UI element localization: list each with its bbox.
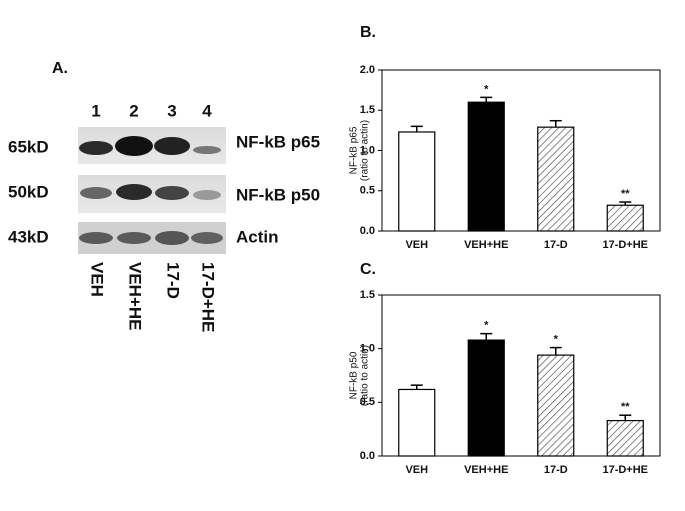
y-axis-sublabel: (ratio to actin) — [360, 345, 371, 406]
lane-number: 4 — [202, 101, 212, 120]
y-axis-label: NF-kB p65 — [349, 126, 360, 174]
x-tick-label: 17-D+HE — [602, 239, 648, 251]
y-tick-label: 0.5 — [360, 185, 375, 197]
significance: ** — [621, 401, 630, 413]
bar — [537, 126, 575, 232]
protein-label: NF-kB p65 — [236, 132, 320, 151]
significance: * — [554, 333, 559, 345]
condition-label: VEH — [88, 262, 107, 297]
protein-label: NF-kB p50 — [236, 185, 320, 204]
y-axis-sublabel: (ratio to actin) — [360, 120, 371, 181]
panel-label: B. — [360, 24, 376, 41]
blot — [78, 127, 226, 254]
lane-number: 2 — [129, 101, 138, 120]
significance: * — [484, 83, 489, 95]
x-tick-label: VEH — [405, 239, 428, 251]
bar — [398, 131, 436, 232]
y-axis-label: NF-kB p50 — [349, 351, 360, 399]
y-tick-label: 1.0 — [360, 144, 375, 156]
y-tick-label: 0.0 — [360, 225, 375, 237]
y-tick-label: 0.5 — [360, 396, 375, 408]
significance: ** — [621, 188, 630, 200]
y-tick-label: 1.0 — [360, 343, 375, 355]
size-label: 50kD — [8, 182, 49, 201]
y-tick-label: 1.5 — [360, 104, 375, 116]
x-tick-label: 17-D — [544, 239, 568, 251]
x-tick-label: 17-D+HE — [602, 464, 648, 476]
y-tick-label: 2.0 — [360, 64, 375, 76]
x-tick-label: VEH+HE — [464, 464, 508, 476]
panel-label: A. — [52, 60, 68, 77]
bar — [467, 101, 505, 232]
protein-label: Actin — [236, 227, 279, 246]
significance: * — [484, 320, 489, 332]
y-tick-label: 1.5 — [360, 289, 375, 301]
lane-number: 3 — [167, 101, 176, 120]
x-tick-label: 17-D — [544, 464, 568, 476]
x-tick-label: VEH — [405, 464, 428, 476]
bar — [467, 339, 505, 457]
size-label: 43kD — [8, 227, 49, 246]
lane-number: 1 — [91, 101, 100, 120]
bar — [606, 204, 644, 232]
bar — [537, 354, 575, 457]
y-tick-label: 0.0 — [360, 450, 375, 462]
condition-label: VEH+HE — [126, 262, 145, 331]
condition-label: 17-D — [164, 262, 183, 299]
plot-frame — [381, 294, 661, 457]
size-label: 65kD — [8, 137, 49, 156]
bar — [398, 388, 436, 457]
condition-label: 17-D+HE — [199, 262, 218, 332]
panel-label: C. — [360, 261, 376, 278]
bar — [606, 419, 644, 457]
x-tick-label: VEH+HE — [464, 239, 508, 251]
